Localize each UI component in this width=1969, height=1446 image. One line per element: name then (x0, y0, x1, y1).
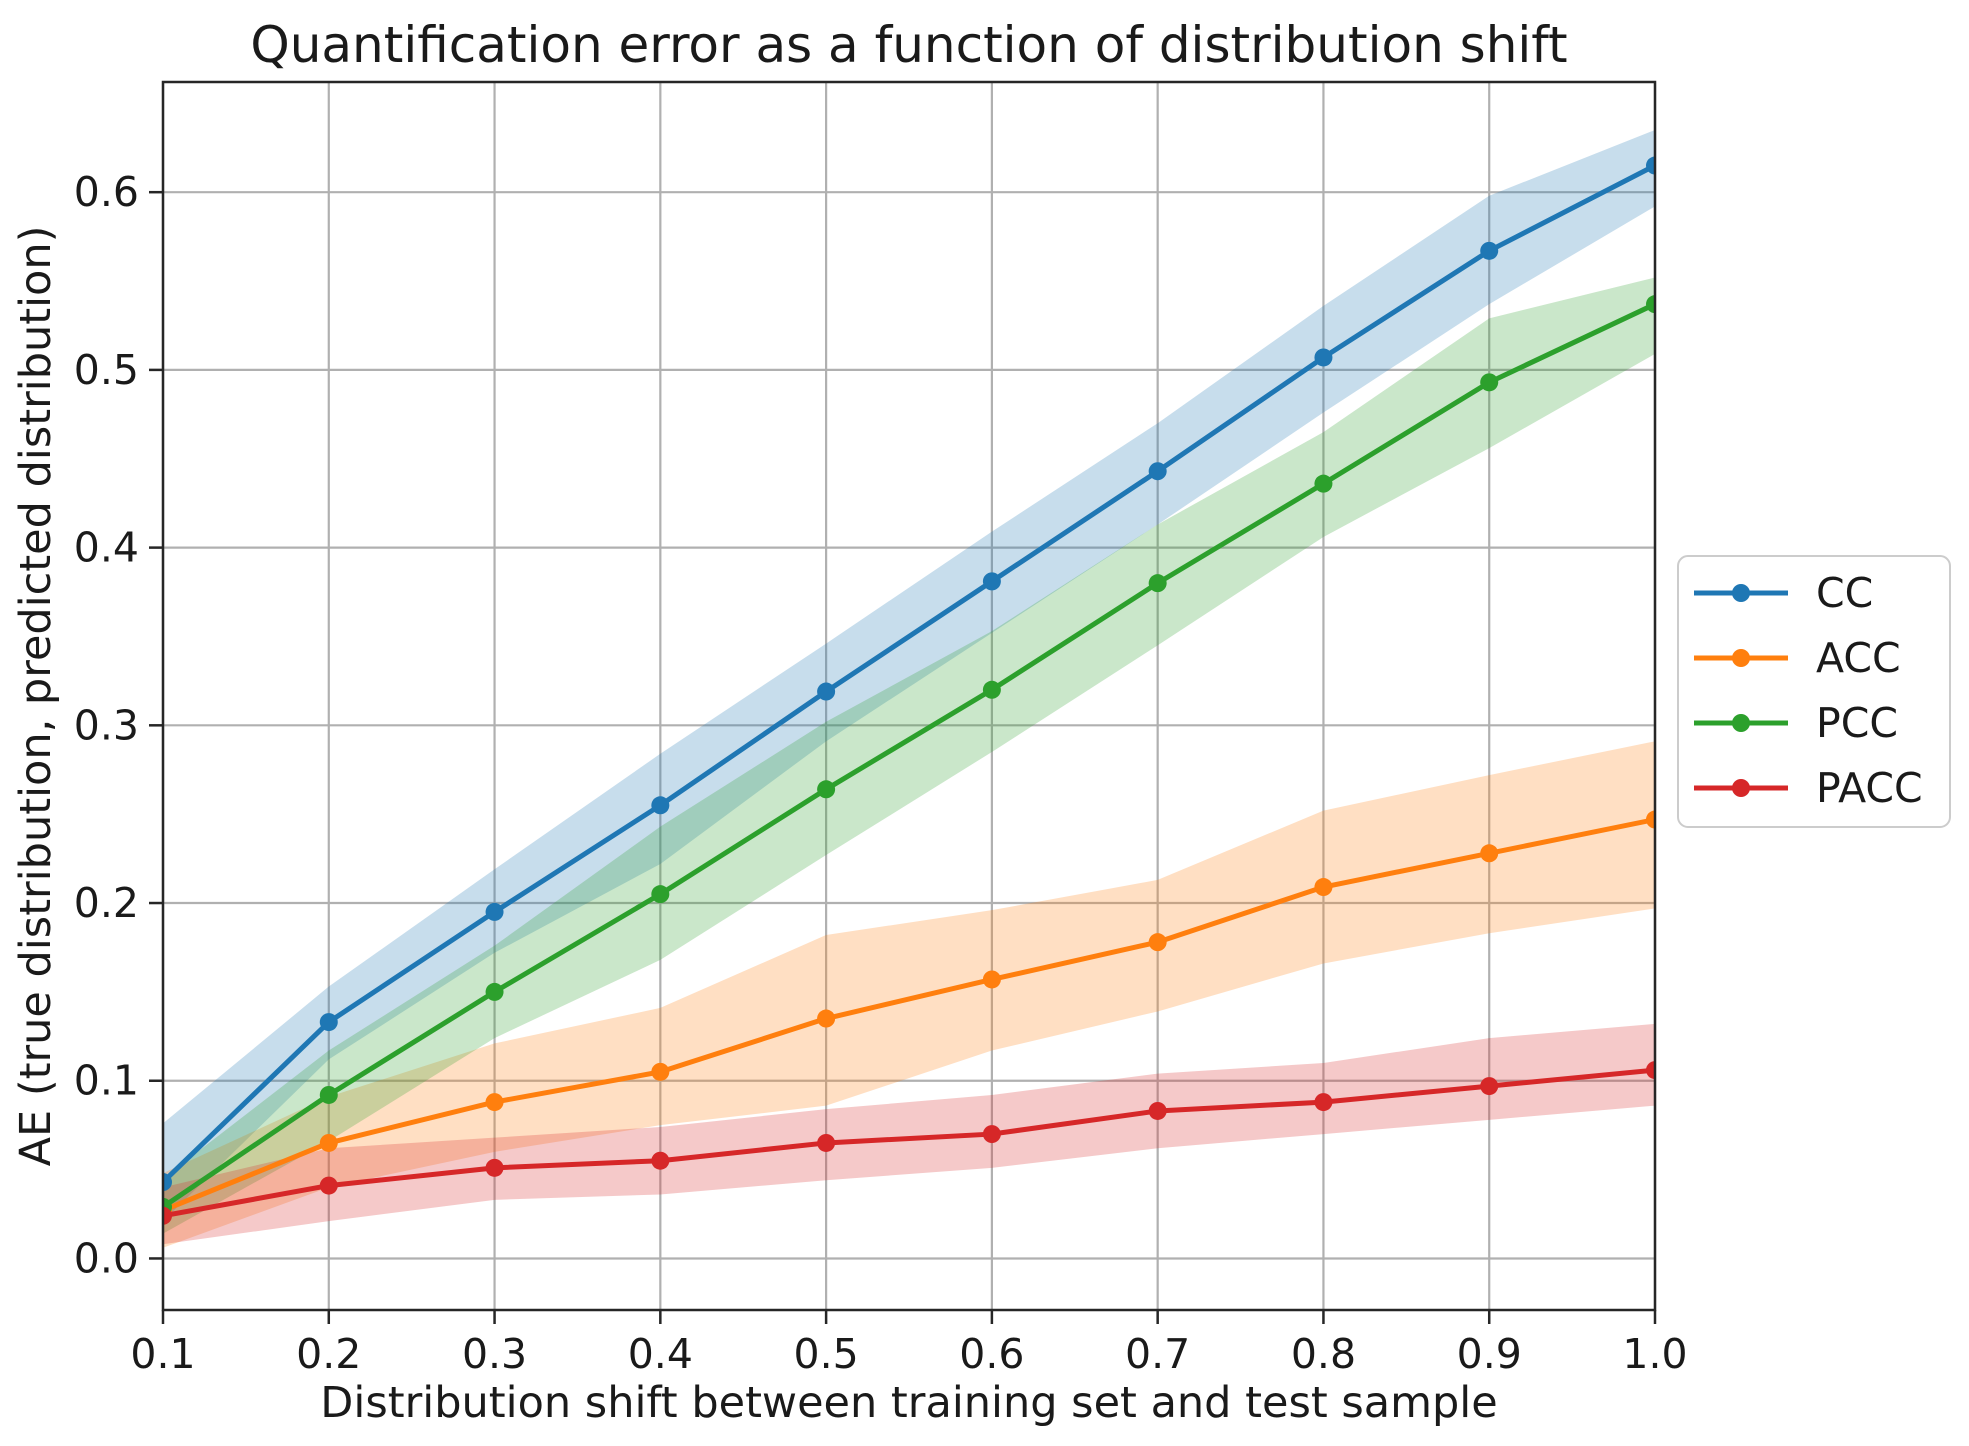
legend-marker-sample (1732, 714, 1750, 732)
legend-item-acc: ACC (1694, 634, 1901, 682)
y-tick-label: 0.4 (74, 524, 139, 572)
x-tick-label: 1.0 (1622, 1330, 1687, 1378)
data-point-pcc (485, 982, 504, 1001)
data-point-cc (817, 682, 836, 701)
x-tick-label: 0.1 (130, 1330, 195, 1378)
legend-marker-sample (1732, 779, 1750, 797)
legend-item-pcc: PCC (1694, 699, 1898, 747)
data-point-pcc (1314, 474, 1333, 493)
y-tick-label: 0.5 (74, 346, 139, 394)
series-line-cc (163, 163, 1655, 1184)
legend-label: ACC (1816, 634, 1901, 682)
y-axis-label: AE (true distribution, predicted distrib… (11, 225, 61, 1167)
data-point-pacc (485, 1158, 504, 1177)
confidence-band-pcc (163, 277, 1655, 1234)
legend-box (1677, 555, 1951, 828)
chart-title: Quantification error as a function of di… (250, 16, 1568, 74)
axes-frame (161, 80, 1657, 1312)
series-markers-acc (163, 810, 1655, 1220)
data-point-pacc (1480, 1077, 1499, 1096)
data-point-pacc (163, 1206, 172, 1225)
data-point-cc (651, 796, 670, 815)
data-point-pcc (319, 1085, 338, 1104)
data-point-cc (1148, 462, 1167, 481)
series-line-pcc (163, 301, 1655, 1209)
legend-item-pacc: PACC (1694, 764, 1923, 812)
x-tick-label: 0.9 (1457, 1330, 1522, 1378)
series-markers-cc (163, 156, 1655, 1192)
y-tick-label: 0.1 (74, 1057, 139, 1105)
y-tick-label: 0.3 (74, 701, 139, 749)
legend-item-cc: CC (1694, 569, 1873, 617)
data-point-acc (1148, 933, 1167, 952)
data-point-acc (485, 1093, 504, 1112)
data-point-acc (982, 970, 1001, 989)
legend-marker-sample (1732, 649, 1750, 667)
legend-marker-sample (1732, 584, 1750, 602)
data-point-cc (163, 1173, 172, 1192)
confidence-band-cc (163, 129, 1655, 1222)
series-markers-pcc (163, 295, 1655, 1216)
confidence-band-pacc (163, 1023, 1655, 1245)
data-point-pcc (1148, 574, 1167, 593)
data-point-acc (1480, 844, 1499, 863)
series-line-pacc (163, 1067, 1655, 1219)
tick-labels: 0.1 0.2 0.3 0.4 0.5 0.6 0.7 0.8 0.9 1.0 0.0 0.1 0.2 0… (74, 168, 1688, 1378)
series-markers-pacc (163, 1061, 1655, 1225)
data-point-pcc (982, 680, 1001, 699)
data-point-cc (1480, 241, 1499, 260)
data-point-acc (1314, 878, 1333, 897)
data-point-cc (485, 902, 504, 921)
x-tick-label: 0.6 (959, 1330, 1024, 1378)
y-tick-label: 0.0 (74, 1234, 139, 1282)
x-tick-label: 0.7 (1125, 1330, 1190, 1378)
data-point-acc (651, 1062, 670, 1081)
series-line-acc (163, 817, 1655, 1213)
ticks (149, 190, 1657, 1324)
data-point-acc (1646, 810, 1655, 829)
data-point-pcc (817, 780, 836, 799)
data-point-pcc (651, 885, 670, 904)
x-tick-label: 0.4 (628, 1330, 693, 1378)
x-axis-label: Distribution shift between training set … (320, 1378, 1498, 1428)
x-tick-label: 0.2 (296, 1330, 361, 1378)
legend: CC ACC PCC PACC (1677, 555, 1951, 828)
data-point-cc (982, 572, 1001, 591)
data-point-pacc (1148, 1101, 1167, 1120)
confidence-band-acc (163, 741, 1655, 1248)
data-point-cc (1314, 348, 1333, 367)
legend-label: CC (1816, 569, 1873, 617)
data-point-pacc (1314, 1093, 1333, 1112)
data-point-pcc (1646, 295, 1655, 314)
data-point-pacc (319, 1176, 338, 1195)
data-point-pacc (1646, 1061, 1655, 1080)
data-point-pacc (817, 1133, 836, 1152)
legend-label: PCC (1816, 699, 1898, 747)
legend-label: PACC (1816, 764, 1923, 812)
axes-background (163, 82, 1655, 1310)
data-point-pcc (1480, 373, 1499, 392)
data-point-acc (817, 1009, 836, 1028)
x-tick-label: 0.8 (1291, 1330, 1356, 1378)
data-point-pacc (982, 1125, 1001, 1144)
data-point-cc (1646, 156, 1655, 175)
x-tick-label: 0.3 (462, 1330, 527, 1378)
y-tick-label: 0.6 (74, 168, 139, 216)
x-tick-label: 0.5 (794, 1330, 859, 1378)
data-point-pacc (651, 1151, 670, 1170)
data-point-cc (319, 1013, 338, 1032)
plot-area (163, 129, 1655, 1248)
y-tick-label: 0.2 (74, 879, 139, 927)
data-point-acc (319, 1133, 338, 1152)
